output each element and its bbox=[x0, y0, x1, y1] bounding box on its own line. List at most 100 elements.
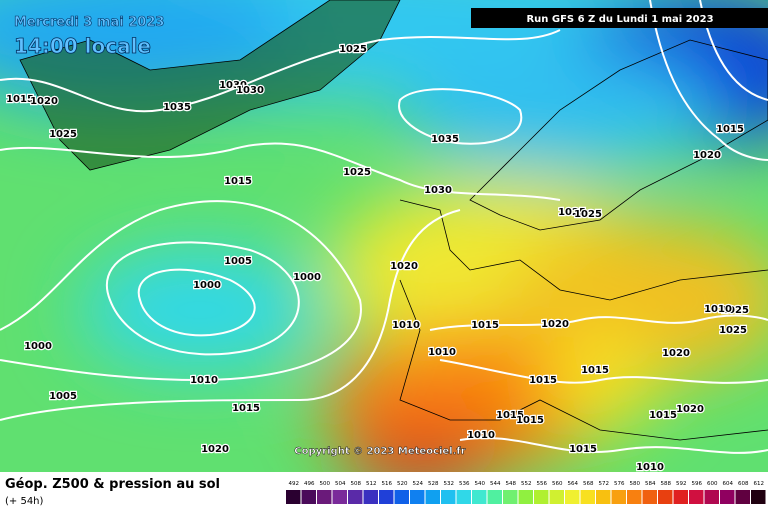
scale-swatch bbox=[704, 490, 719, 504]
run-box bbox=[471, 8, 768, 28]
run-label: Run GFS 6 Z du Lundi 1 mai 2023 bbox=[526, 14, 713, 25]
isobar-label: 1015 bbox=[716, 124, 744, 135]
scale-label: 556 bbox=[537, 481, 548, 487]
scale-swatch bbox=[611, 490, 626, 504]
scale-swatch bbox=[596, 490, 611, 504]
isobar-label: 1015 bbox=[496, 410, 524, 421]
scale-label: 496 bbox=[304, 481, 315, 487]
scale-swatch bbox=[394, 490, 409, 504]
scale-swatch bbox=[549, 490, 564, 504]
scale-swatch bbox=[627, 490, 642, 504]
isobar-label: 1015 bbox=[569, 444, 597, 455]
isobar-label: 1025 bbox=[49, 129, 77, 140]
date-label: Mercredi 3 mai 2023 bbox=[14, 15, 164, 30]
scale-label: 568 bbox=[583, 481, 594, 487]
scale-label: 596 bbox=[692, 481, 703, 487]
scale-label: 572 bbox=[599, 481, 610, 487]
isobar-label: 1015 bbox=[224, 176, 252, 187]
scale-label: 588 bbox=[661, 481, 672, 487]
isobar-label: 1020 bbox=[541, 319, 569, 330]
scale-label: 504 bbox=[335, 481, 346, 487]
isobar-label: 1025 bbox=[721, 305, 749, 316]
scale-swatch bbox=[301, 490, 316, 504]
isobar-label: 1020 bbox=[676, 404, 704, 415]
isobar-label: 1015 bbox=[649, 410, 677, 421]
scale-label: 560 bbox=[552, 481, 563, 487]
isobar-label: 1015 bbox=[6, 94, 34, 105]
scale-swatch bbox=[441, 490, 456, 504]
scale-swatch bbox=[425, 490, 440, 504]
isobar-label: 1025 bbox=[558, 207, 586, 218]
isobar-label: 1000 bbox=[24, 341, 52, 352]
scale-swatch bbox=[410, 490, 425, 504]
scale-swatch bbox=[472, 490, 487, 504]
scale-swatch bbox=[317, 490, 332, 504]
scale-swatch bbox=[658, 490, 673, 504]
scale-label: 584 bbox=[645, 481, 656, 487]
scale-swatch bbox=[534, 490, 549, 504]
isobar-label: 1030 bbox=[219, 80, 247, 91]
scale-swatch bbox=[735, 490, 750, 504]
legend-subtitle: (+ 54h) bbox=[5, 496, 44, 507]
scale-label: 516 bbox=[382, 481, 393, 487]
isobar-label: 1020 bbox=[201, 444, 229, 455]
isobar-label: 1010 bbox=[467, 430, 495, 441]
isobar-label: 1010 bbox=[392, 320, 420, 331]
scale-label: 564 bbox=[568, 481, 579, 487]
scale-swatch bbox=[348, 490, 363, 504]
scale-label: 576 bbox=[614, 481, 625, 487]
isobar-label: 1010 bbox=[190, 375, 218, 386]
color-scale: 492 496 500 504 508 512 516 520 524 528 532 536 540 5… bbox=[286, 481, 766, 504]
scale-swatch bbox=[286, 490, 301, 504]
isobar-label: 1035 bbox=[163, 102, 191, 113]
isobar-label: 1025 bbox=[574, 209, 602, 220]
isobars bbox=[0, 0, 768, 454]
isobar-label: 1020 bbox=[30, 96, 58, 107]
isobar-label: 1035 bbox=[431, 134, 459, 145]
scale-label: 520 bbox=[397, 481, 408, 487]
scale-swatch bbox=[503, 490, 518, 504]
scale-swatch bbox=[332, 490, 347, 504]
isobar-labels: 1015102010251035103010301025103510251015… bbox=[5, 43, 750, 475]
scale-label: 608 bbox=[738, 481, 749, 487]
scale-swatch bbox=[487, 490, 502, 504]
scale-label: 604 bbox=[723, 481, 734, 487]
isobar-label: 1010 bbox=[636, 462, 664, 473]
isobar-label: 1000 bbox=[193, 280, 221, 291]
isobar-label: 1005 bbox=[49, 391, 77, 402]
scale-label: 580 bbox=[630, 481, 641, 487]
isobar-label: 1025 bbox=[343, 167, 371, 178]
scale-label: 508 bbox=[351, 481, 362, 487]
scale-swatch bbox=[580, 490, 595, 504]
isobar-label: 1015 bbox=[471, 320, 499, 331]
isobar-label: 1015 bbox=[581, 365, 609, 376]
scale-swatch bbox=[642, 490, 657, 504]
scale-label: 524 bbox=[413, 481, 424, 487]
scale-swatch bbox=[565, 490, 580, 504]
isobar-label: 1020 bbox=[693, 150, 721, 161]
isobar-label: 1015 bbox=[529, 375, 557, 386]
scale-swatch bbox=[518, 490, 533, 504]
scale-label: 528 bbox=[428, 481, 439, 487]
isobar-label: 1030 bbox=[236, 85, 264, 96]
isobar-label: 1015 bbox=[232, 403, 260, 414]
scale-swatch bbox=[363, 490, 378, 504]
isobar-label: 1020 bbox=[390, 261, 418, 272]
scale-swatch bbox=[456, 490, 471, 504]
scale-swatch bbox=[751, 490, 766, 504]
isobar-label: 1010 bbox=[704, 304, 732, 315]
geopotential-field bbox=[0, 0, 768, 490]
scale-label: 492 bbox=[289, 481, 300, 487]
scale-label: 544 bbox=[490, 481, 501, 487]
isobar-label: 1020 bbox=[662, 348, 690, 359]
scale-swatch bbox=[673, 490, 688, 504]
isobar-label: 1030 bbox=[424, 185, 452, 196]
scale-label: 548 bbox=[506, 481, 517, 487]
time-label: 14:00 locale bbox=[14, 34, 151, 58]
scale-swatch bbox=[720, 490, 735, 504]
scale-label: 532 bbox=[444, 481, 455, 487]
isobar-label: 1010 bbox=[428, 347, 456, 358]
legend-title: Géop. Z500 & pression au sol bbox=[5, 477, 220, 492]
scale-label: 512 bbox=[366, 481, 377, 487]
